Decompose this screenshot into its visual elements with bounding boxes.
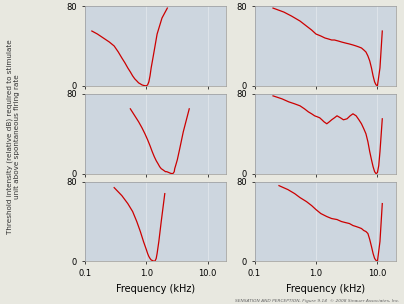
X-axis label: Frequency (kHz): Frequency (kHz) xyxy=(116,284,195,294)
X-axis label: Frequency (kHz): Frequency (kHz) xyxy=(286,284,365,294)
Text: SENSATION AND PERCEPTION, Figure 9.14  © 2008 Sinauer Associates, Inc.: SENSATION AND PERCEPTION, Figure 9.14 © … xyxy=(236,299,400,303)
Text: Threshold intensity (relative dB) required to stimulate
unit above spontaneous f: Threshold intensity (relative dB) requir… xyxy=(6,40,19,234)
